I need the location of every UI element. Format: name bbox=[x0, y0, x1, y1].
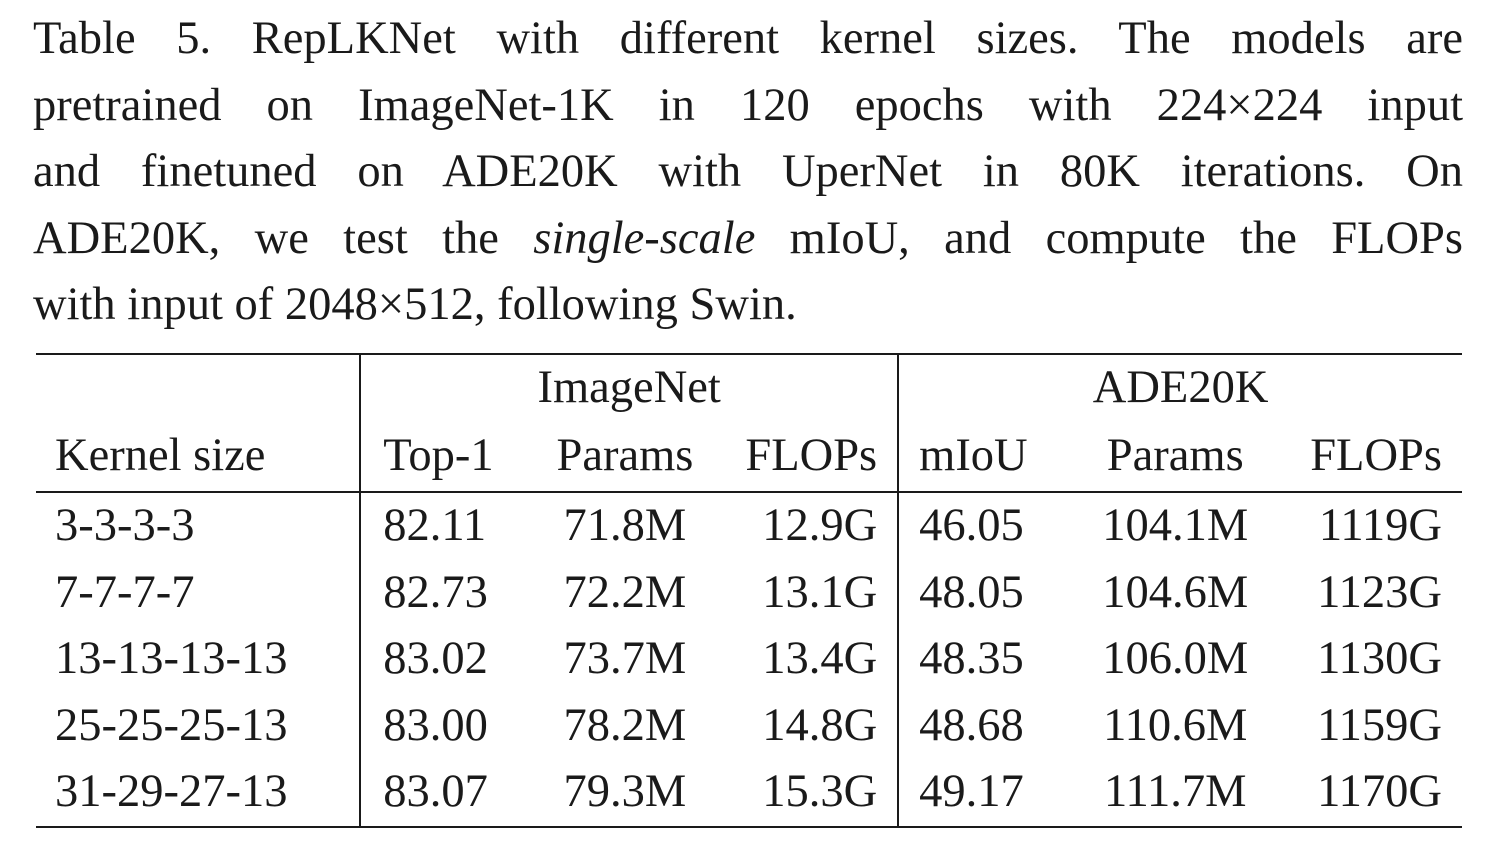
group-header-imagenet: ImageNet bbox=[359, 353, 899, 421]
cell-kernel-size: 31-29-27-13 bbox=[36, 759, 361, 828]
table-row: 13-13-13-13 83.02 73.7M 13.4G 48.35 106.… bbox=[36, 626, 1462, 693]
cell-ade20k-flops: 1159G bbox=[1317, 699, 1442, 751]
cell-ade20k-params: 106.0M bbox=[1102, 633, 1249, 684]
cell-imagenet-flops: 12.9G bbox=[709, 491, 899, 560]
results-table: ImageNet ADE20K Kernel size Top-1 Params… bbox=[36, 353, 1462, 828]
table-row: 7-7-7-7 82.73 72.2M 13.1G 48.05 104.6M 1… bbox=[36, 559, 1462, 626]
header-ade20k-flops: FLOPs bbox=[1310, 429, 1442, 481]
cell-miou: 46.05 bbox=[897, 491, 1077, 560]
cell-top1: 82.73 bbox=[359, 559, 541, 626]
cell-top1: 82.11 bbox=[359, 491, 541, 560]
cell-top1: 83.02 bbox=[359, 626, 541, 693]
caption-line: ADE20K, we test the single-scale mIoU, a… bbox=[33, 206, 1463, 273]
caption-text: mIoU, and compute the FLOPs bbox=[755, 212, 1464, 264]
header-imagenet-flops: FLOPs bbox=[745, 429, 878, 481]
cell-top1: 83.07 bbox=[359, 759, 541, 828]
cell-imagenet-params: 71.8M bbox=[540, 491, 710, 560]
column-header-row: Kernel size Top-1 Params FLOPs mIoU Para… bbox=[36, 421, 1462, 492]
caption-line: and finetuned on ADE20K with UperNet in … bbox=[33, 146, 1463, 197]
table-row: 25-25-25-13 83.00 78.2M 14.8G 48.68 110.… bbox=[36, 692, 1462, 759]
cell-ade20k-flops: 1119G bbox=[1273, 491, 1462, 560]
group-header-ade20k: ADE20K bbox=[897, 353, 1462, 421]
cell-kernel-size: 13-13-13-13 bbox=[55, 633, 288, 684]
table-row: 31-29-27-13 83.07 79.3M 15.3G 49.17 111.… bbox=[36, 759, 1462, 828]
cell-ade20k-flops: 1130G bbox=[1317, 633, 1442, 684]
cell-imagenet-params: 79.3M bbox=[540, 759, 710, 828]
cell-imagenet-flops: 14.8G bbox=[762, 699, 878, 751]
caption-line: with input of 2048×512, following Swin. bbox=[33, 279, 797, 330]
cell-ade20k-params: 104.6M bbox=[1102, 566, 1249, 618]
cell-ade20k-flops: 1123G bbox=[1317, 566, 1442, 618]
header-kernel-size: Kernel size bbox=[55, 429, 266, 481]
cell-imagenet-params: 72.2M bbox=[563, 566, 687, 618]
caption-text: ADE20K, we test the bbox=[33, 212, 534, 264]
caption-line: Table 5. RepLKNet with different kernel … bbox=[33, 13, 1463, 64]
table-row: 3-3-3-3 82.11 71.8M 12.9G 46.05 104.1M 1… bbox=[36, 491, 1462, 560]
cell-imagenet-flops: 13.1G bbox=[762, 566, 878, 618]
header-top1: Top-1 bbox=[359, 421, 541, 492]
cell-ade20k-params: 104.1M bbox=[1076, 491, 1274, 560]
group-header-row: ImageNet ADE20K bbox=[36, 353, 1462, 421]
cell-miou: 48.35 bbox=[897, 626, 1077, 693]
cell-imagenet-params: 73.7M bbox=[563, 633, 687, 684]
cell-top1: 83.00 bbox=[359, 692, 541, 759]
cell-ade20k-flops: 1170G bbox=[1273, 759, 1462, 828]
cell-kernel-size: 3-3-3-3 bbox=[36, 491, 361, 560]
header-ade20k-params: Params bbox=[1106, 429, 1244, 481]
cell-imagenet-params: 78.2M bbox=[563, 699, 687, 751]
cell-imagenet-flops: 15.3G bbox=[709, 759, 899, 828]
cell-kernel-size: 7-7-7-7 bbox=[55, 566, 195, 618]
cell-kernel-size: 25-25-25-13 bbox=[55, 699, 288, 751]
table-caption: Table 5. RepLKNet with different kernel … bbox=[33, 6, 1463, 339]
cell-miou: 48.05 bbox=[897, 559, 1077, 626]
empty-header-cell bbox=[36, 353, 361, 421]
caption-line: pretrained on ImageNet-1K in 120 epochs … bbox=[33, 79, 1463, 131]
caption-emphasis: single-scale bbox=[533, 212, 756, 264]
cell-ade20k-params: 111.7M bbox=[1076, 759, 1274, 828]
cell-miou: 48.68 bbox=[897, 692, 1077, 759]
cell-ade20k-params: 110.6M bbox=[1103, 699, 1248, 751]
cell-imagenet-flops: 13.4G bbox=[762, 633, 878, 684]
cell-miou: 49.17 bbox=[897, 759, 1077, 828]
header-miou: mIoU bbox=[897, 421, 1077, 492]
header-imagenet-params: Params bbox=[556, 429, 694, 481]
